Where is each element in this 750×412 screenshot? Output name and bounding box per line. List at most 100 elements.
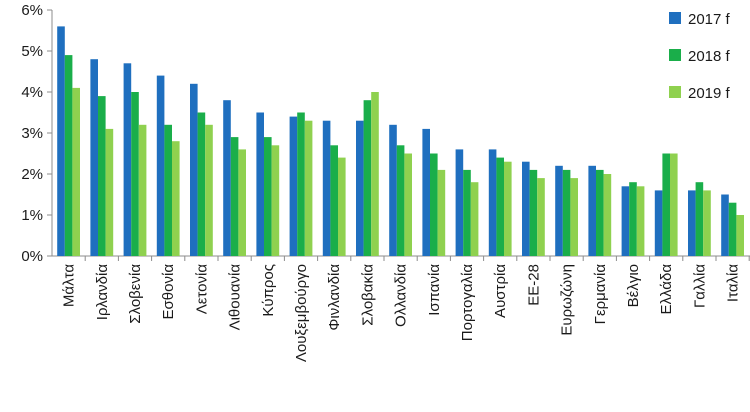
bar-2018-f-6 xyxy=(264,137,272,256)
bar-2017-f-5 xyxy=(223,100,231,256)
category-label: Ολλανδία xyxy=(393,264,410,327)
bar-2019-f-5 xyxy=(238,149,246,256)
bar-2019-f-14 xyxy=(537,178,545,256)
category-label: Σλοβενία xyxy=(127,264,144,324)
legend: 2017 f 2018 f 2019 f xyxy=(669,11,731,102)
bar-2018-f-12 xyxy=(463,169,471,256)
bar-2019-f-8 xyxy=(338,157,346,256)
bar-2019-f-16 xyxy=(603,174,612,256)
bar-2017-f-14 xyxy=(522,161,530,256)
bar-2018-f-16 xyxy=(596,169,604,256)
bar-2019-f-10 xyxy=(404,153,412,256)
category-label: Λιθουανία xyxy=(227,264,244,331)
category-label: Μάλτα xyxy=(61,264,78,307)
legend-label: 2019 f xyxy=(688,85,731,102)
bar-2017-f-4 xyxy=(190,83,198,256)
y-tick-label: 4% xyxy=(21,84,43,101)
y-tick-label: 0% xyxy=(21,248,43,265)
category-label: Λετονία xyxy=(193,264,210,315)
bar-2019-f-18 xyxy=(670,153,678,256)
legend-swatch xyxy=(669,86,681,98)
legend-label: 2018 f xyxy=(688,48,731,65)
category-label: Σλοβακία xyxy=(359,264,376,326)
bar-2017-f-7 xyxy=(289,116,298,256)
bar-2019-f-6 xyxy=(271,145,280,256)
bar-2017-f-10 xyxy=(389,124,397,256)
bar-2017-f-11 xyxy=(422,128,430,256)
y-tick-label: 5% xyxy=(21,43,43,60)
bar-2018-f-17 xyxy=(629,182,637,256)
bar-2017-f-17 xyxy=(621,186,630,256)
bar-2019-f-2 xyxy=(138,124,147,256)
bar-2018-f-10 xyxy=(396,145,405,256)
category-label: Ισπανία xyxy=(426,264,443,316)
bars-group xyxy=(57,26,750,261)
bar-2019-f-17 xyxy=(636,186,645,256)
bar-2018-f-8 xyxy=(330,145,338,256)
legend-swatch xyxy=(669,12,681,24)
bar-2018-f-20 xyxy=(728,202,737,256)
y-tick-label: 3% xyxy=(21,125,43,142)
bar-2017-f-20 xyxy=(721,194,729,256)
bar-2017-f-19 xyxy=(688,190,696,256)
x-axis-labels: Μάλτα Ιρλανδία Σλοβενία Εσθονία Λετονία Λιθου… xyxy=(61,264,742,362)
bar-2017-f-12 xyxy=(455,149,464,256)
bar-2017-f-2 xyxy=(123,63,132,256)
bar-2019-f-15 xyxy=(570,178,578,256)
bar-2017-f-8 xyxy=(322,120,331,256)
bar-2018-f-4 xyxy=(197,112,206,256)
bar-2017-f-18 xyxy=(654,190,663,256)
legend-label: 2017 f xyxy=(688,11,731,28)
bar-2017-f-16 xyxy=(588,165,596,256)
bar-2018-f-0 xyxy=(64,55,73,256)
category-label: ΕΕ-28 xyxy=(525,264,542,306)
bar-2019-f-12 xyxy=(470,182,479,256)
bar-2019-f-9 xyxy=(371,92,379,256)
bar-2018-f-7 xyxy=(297,112,305,256)
category-label: Κύπρος xyxy=(260,264,277,317)
y-tick-label: 2% xyxy=(21,166,43,183)
bar-2019-f-20 xyxy=(736,215,744,256)
bar-2019-f-4 xyxy=(205,124,213,256)
bar-2019-f-13 xyxy=(504,161,512,256)
category-label: Ιρλανδία xyxy=(94,264,111,321)
bar-2018-f-2 xyxy=(131,92,139,256)
category-label: Φινλανδία xyxy=(326,264,343,331)
bar-2019-f-7 xyxy=(304,120,313,256)
category-label: Γερμανία xyxy=(592,264,609,325)
bar-2018-f-3 xyxy=(164,124,172,256)
bar-2018-f-9 xyxy=(363,100,372,256)
category-label: Βέλγιο xyxy=(625,264,642,307)
y-tick-label: 1% xyxy=(21,207,43,224)
bar-2019-f-11 xyxy=(437,169,446,256)
bar-2019-f-1 xyxy=(105,128,114,256)
category-label: Πορτογαλία xyxy=(459,264,476,342)
bar-2018-f-19 xyxy=(695,182,704,256)
category-label: Ευρωζώνη xyxy=(559,264,576,336)
bar-2019-f-3 xyxy=(172,141,180,256)
bar-2017-f-15 xyxy=(555,165,563,256)
bar-2018-f-13 xyxy=(496,157,504,256)
bar-2019-f-19 xyxy=(703,190,711,256)
bar-2017-f-9 xyxy=(356,120,364,256)
bar-2017-f-3 xyxy=(156,75,165,256)
bar-2018-f-15 xyxy=(562,169,571,256)
category-label: Γαλλία xyxy=(691,264,708,308)
bar-2018-f-14 xyxy=(529,169,538,256)
bar-2017-f-0 xyxy=(57,26,65,257)
bar-2019-f-0 xyxy=(72,87,80,257)
bar-2018-f-5 xyxy=(230,137,239,256)
bar-2017-f-6 xyxy=(256,112,264,256)
bar-2017-f-1 xyxy=(90,59,98,257)
category-label: Ιταλία xyxy=(725,264,742,302)
category-label: Εσθονία xyxy=(160,264,177,320)
bar-2017-f-13 xyxy=(488,149,497,256)
category-label: Αυστρία xyxy=(492,264,509,318)
y-tick-label: 6% xyxy=(21,2,43,19)
legend-swatch xyxy=(669,49,681,61)
bar-2018-f-11 xyxy=(430,153,438,256)
category-label: Ελλάδα xyxy=(658,264,675,315)
category-label: Λουξεμβούργο xyxy=(293,264,310,362)
bar-2018-f-1 xyxy=(98,96,106,256)
